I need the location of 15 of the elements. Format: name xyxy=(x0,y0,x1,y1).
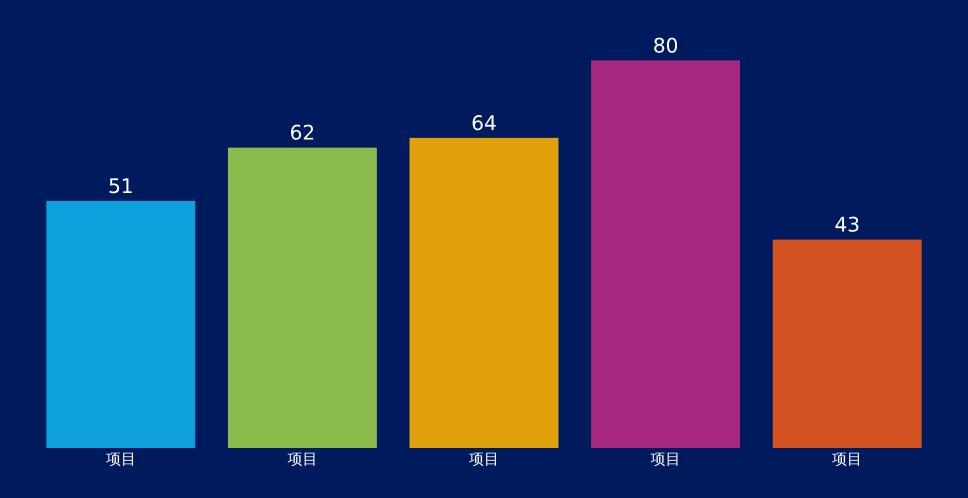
data-label: 51 xyxy=(108,174,134,198)
bar xyxy=(46,200,196,448)
bar xyxy=(772,240,922,448)
bar xyxy=(410,138,558,448)
x-tick-label: 项目 xyxy=(287,450,318,468)
data-label: 80 xyxy=(652,33,678,58)
bar xyxy=(591,60,740,448)
x-tick-label: 项目 xyxy=(469,450,499,468)
data-label: 43 xyxy=(834,212,860,237)
x-tick-label: 项目 xyxy=(832,450,862,468)
data-label: 62 xyxy=(290,120,316,145)
x-tick-label: 项目 xyxy=(650,450,681,468)
data-label: 64 xyxy=(471,110,497,135)
x-tick-label: 项目 xyxy=(106,450,136,468)
bar xyxy=(228,148,377,448)
